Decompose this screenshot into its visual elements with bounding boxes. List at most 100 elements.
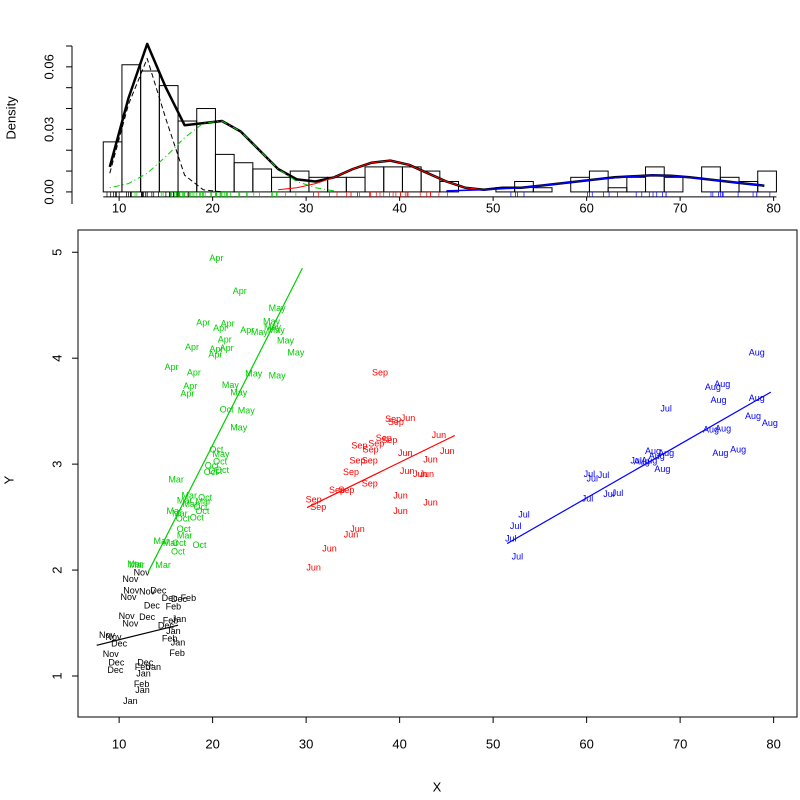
point-label: Aug xyxy=(703,425,719,435)
point-label: Apr xyxy=(213,323,227,333)
x-tick-label: 80 xyxy=(766,736,780,751)
point-label: Mar xyxy=(168,474,184,484)
point-label: Aug xyxy=(730,445,746,455)
histogram-bar xyxy=(532,187,553,193)
point-label: Mar xyxy=(127,559,143,569)
y-tick-label: 4 xyxy=(49,355,64,362)
point-label: Sep xyxy=(372,367,388,377)
x-tick-label: 10 xyxy=(112,200,126,215)
point-label: Feb xyxy=(181,593,197,603)
point-label: Jan xyxy=(166,626,181,636)
point-label: Sep xyxy=(385,414,401,424)
density-curve xyxy=(278,160,484,191)
point-label: Jan xyxy=(146,662,161,672)
point-label: Mar xyxy=(182,490,198,500)
point-label: Oct xyxy=(198,492,213,502)
point-label: Mar xyxy=(163,538,179,548)
point-label: Aug xyxy=(654,464,670,474)
point-label: Aug xyxy=(762,418,778,428)
point-label: Jul xyxy=(612,488,624,498)
point-label: Oct xyxy=(209,445,224,455)
point-label: Jun xyxy=(440,446,455,456)
point-label: Jun xyxy=(419,469,434,479)
point-label: Jul xyxy=(582,493,594,503)
x-tick-label: 50 xyxy=(486,200,500,215)
point-label: Sep xyxy=(310,502,326,512)
point-label: Mar xyxy=(182,499,198,509)
point-label: Oct xyxy=(190,513,205,523)
x-tick-label: 60 xyxy=(579,736,593,751)
point-label: Apr xyxy=(187,367,201,377)
point-label: May xyxy=(238,406,256,416)
density-curve xyxy=(109,120,335,192)
point-label: Apr xyxy=(220,343,234,353)
y-tick-label: 1 xyxy=(49,672,64,679)
point-label: Aug xyxy=(710,395,726,405)
point-label: Oct xyxy=(171,546,186,556)
y-tick-label: 3 xyxy=(49,461,64,468)
x-tick-label: 10 xyxy=(112,736,126,751)
point-label: Oct xyxy=(193,502,208,512)
point-label: Apr xyxy=(209,344,223,354)
point-label: Jul xyxy=(518,509,530,519)
point-label: May xyxy=(222,380,240,390)
point-label: May xyxy=(277,336,295,346)
point-label: Jun xyxy=(344,529,359,539)
point-label: Aug xyxy=(745,411,761,421)
point-label: Oct xyxy=(195,506,210,516)
point-label: Jun xyxy=(400,466,415,476)
point-label: Sep xyxy=(306,495,322,505)
point-label: Nov xyxy=(122,618,139,628)
point-label: Jan xyxy=(172,614,187,624)
point-label: Jan xyxy=(123,696,138,706)
point-label: Apr xyxy=(196,318,210,328)
point-label: Feb xyxy=(163,615,179,625)
point-label: Jun xyxy=(398,448,413,458)
point-label: Jun xyxy=(306,562,321,572)
point-label: Aug xyxy=(705,382,721,392)
point-label: Dec xyxy=(107,665,124,675)
point-label: Jun xyxy=(413,469,428,479)
point-label: Feb xyxy=(166,602,182,612)
point-label: Apr xyxy=(209,253,223,263)
point-label: Sep xyxy=(329,485,345,495)
point-label: Apr xyxy=(233,286,247,296)
point-label: Jun xyxy=(401,413,416,423)
point-label: Nov xyxy=(134,568,151,578)
y-tick-label: 0.00 xyxy=(41,179,56,204)
point-label: Nov xyxy=(119,611,136,621)
regression-line xyxy=(306,434,456,509)
x-tick-label: 70 xyxy=(673,200,687,215)
density-curve xyxy=(109,58,223,193)
point-label: Aug xyxy=(715,424,731,434)
point-label: Mar xyxy=(177,531,193,541)
density-curve xyxy=(446,174,765,192)
point-label: Nov xyxy=(103,649,120,659)
point-label: Aug xyxy=(649,451,665,461)
point-label: Oct xyxy=(208,466,223,476)
point-label: Nov xyxy=(122,574,139,584)
point-label: Sep xyxy=(350,455,366,465)
point-label: Jul xyxy=(505,534,517,544)
y-axis-label: Density xyxy=(3,96,18,140)
x-tick-label: 80 xyxy=(766,200,780,215)
point-label: Oct xyxy=(177,524,192,534)
point-label: Jul xyxy=(598,470,610,480)
point-label: Sep xyxy=(388,417,404,427)
point-label: Jul xyxy=(660,403,672,413)
point-label: Mar xyxy=(129,560,145,570)
point-label: Nov xyxy=(139,587,156,597)
point-label: Jun xyxy=(393,490,408,500)
point-label: Jul xyxy=(510,521,522,531)
point-label: Aug xyxy=(634,456,650,466)
y-tick-label: 5 xyxy=(49,249,64,256)
point-label: Oct xyxy=(215,465,230,475)
histogram-bar xyxy=(663,176,684,193)
point-label: Jun xyxy=(393,506,408,516)
point-label: Mar xyxy=(196,497,212,507)
point-label: Oct xyxy=(220,404,235,414)
point-label: Oct xyxy=(176,514,191,524)
point-label: Dec xyxy=(171,594,188,604)
